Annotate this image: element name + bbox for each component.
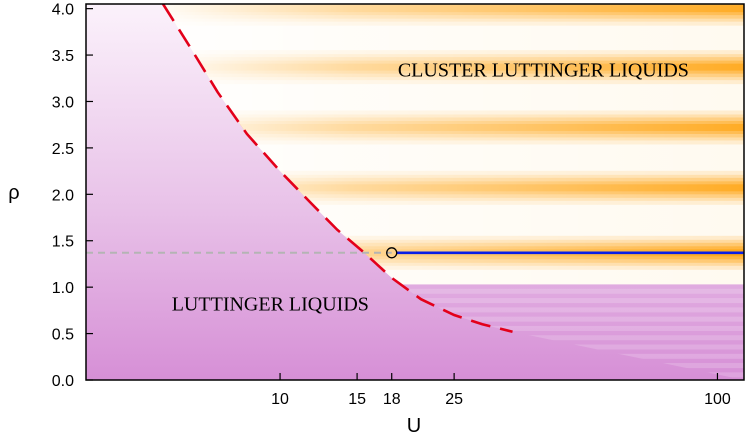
y-tick-label: 2.0 xyxy=(52,187,74,204)
y-tick-label: 1.5 xyxy=(52,234,74,251)
x-tick-label: 25 xyxy=(445,391,463,408)
x-axis-title: U xyxy=(407,415,421,437)
y-tick-label: 0.5 xyxy=(52,327,74,344)
y-axis: 0.0 0.5 1.0 1.5 2.0 2.5 3.0 3.5 4.0 xyxy=(52,2,93,390)
lower-band xyxy=(400,288,744,294)
x-tick-label: 18 xyxy=(383,391,401,408)
y-tick-label: 2.5 xyxy=(52,141,74,158)
x-tick-label: 10 xyxy=(271,391,289,408)
phase-boundary-curve xyxy=(161,4,513,333)
y-tick-label: 1.0 xyxy=(52,280,74,297)
lower-band xyxy=(400,316,744,322)
y-tick-label: 3.5 xyxy=(52,48,74,65)
y-axis-title: ρ xyxy=(8,182,19,204)
plot-frame xyxy=(85,3,745,381)
critical-point-marker xyxy=(386,247,398,259)
lower-band xyxy=(400,298,744,304)
lower-band xyxy=(400,307,744,313)
y-tick-label: 4.0 xyxy=(52,2,74,19)
y-tick-label: 0.0 xyxy=(52,373,74,390)
lower-band xyxy=(400,325,744,331)
x-tick-label: 100 xyxy=(704,391,731,408)
lower-band xyxy=(400,335,744,341)
y-tick-label: 3.0 xyxy=(52,94,74,111)
region-label-cluster: CLUSTER LUTTINGER LIQUIDS xyxy=(398,59,689,81)
x-axis: 10 15 18 25 100 xyxy=(271,373,731,408)
region-label-luttinger: LUTTINGER LIQUIDS xyxy=(172,293,369,315)
x-tick-label: 15 xyxy=(348,391,366,408)
